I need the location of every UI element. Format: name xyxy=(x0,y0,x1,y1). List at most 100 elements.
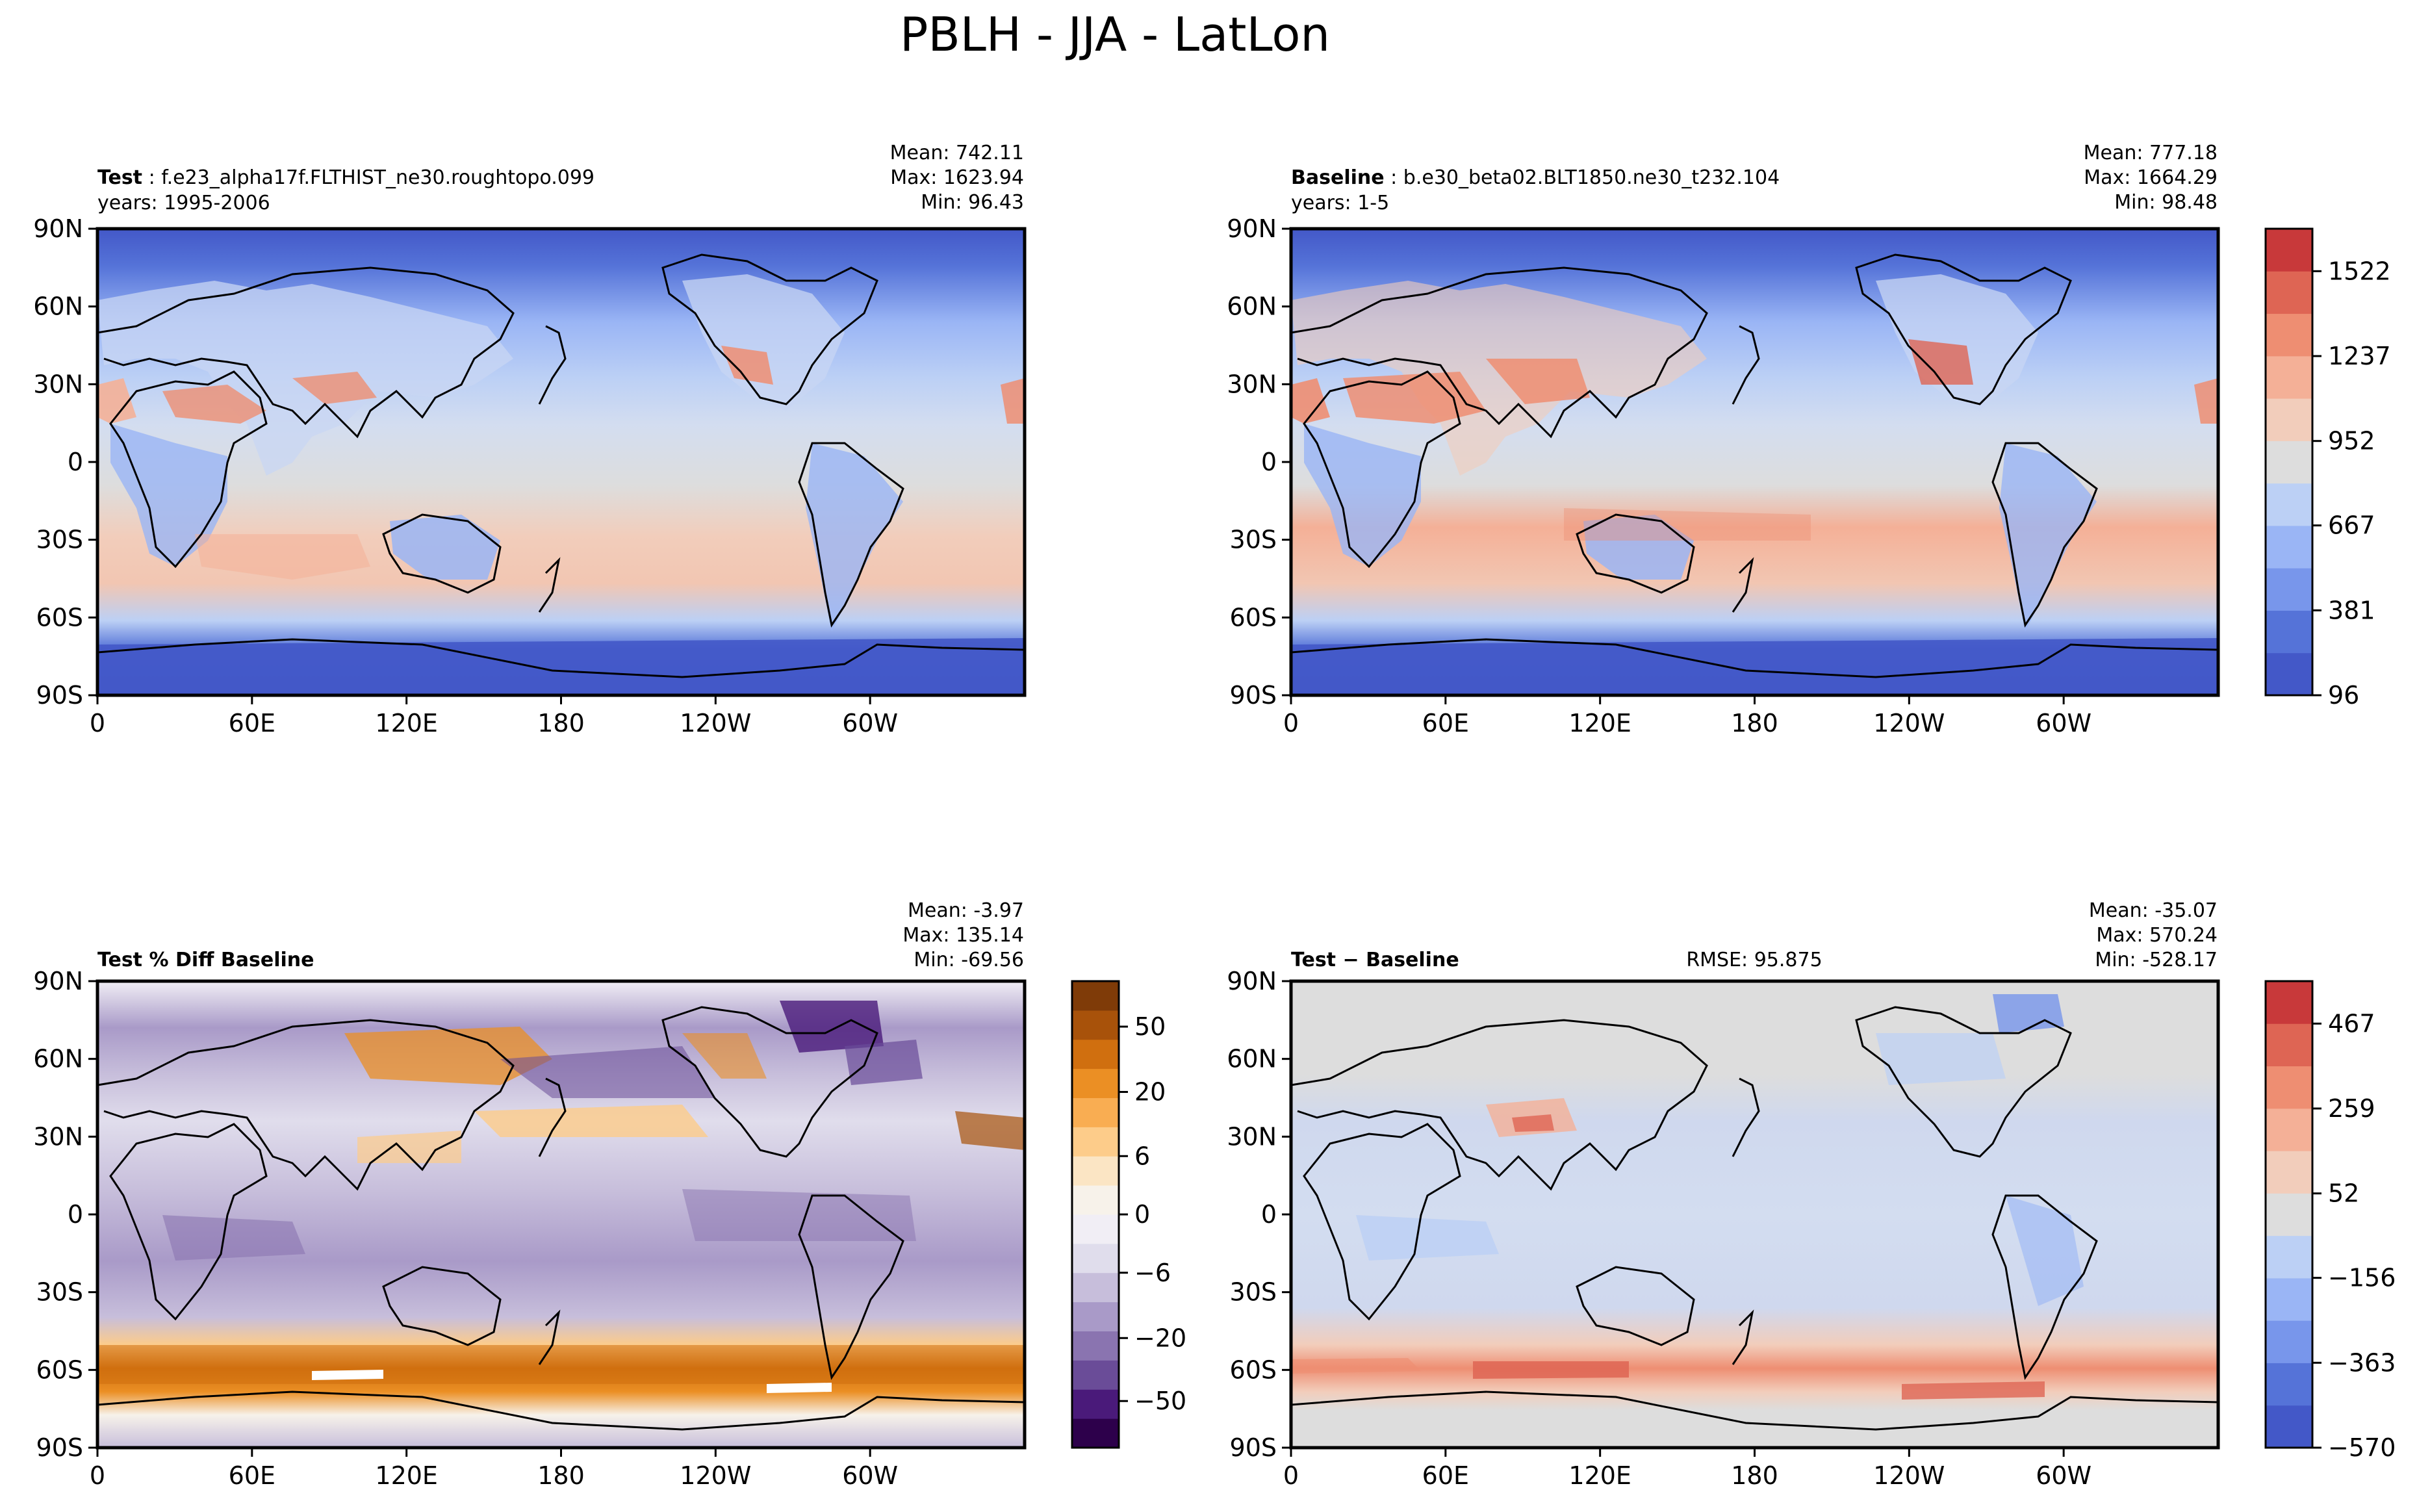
colorbar-tick-label: −156 xyxy=(2328,1264,2396,1292)
panel-pctdiff-label: Test % Diff Baseline xyxy=(97,949,314,971)
lon-tick-label: 0 xyxy=(1283,709,1299,737)
lat-tick-label: 60S xyxy=(36,1355,83,1384)
lon-tick-label: 0 xyxy=(90,1461,105,1490)
lat-tick-label: 90S xyxy=(1230,681,1277,710)
colorbar-tick-label: −363 xyxy=(2328,1348,2396,1377)
colorbar-segment xyxy=(2266,1235,2312,1279)
colorbar-tick-label: 1522 xyxy=(2328,257,2391,285)
colorbar-diff: 467 259 52 −156 −363 −570 xyxy=(2264,980,2396,1462)
colorbar-tick-label: 52 xyxy=(2328,1179,2359,1208)
lat-tick-label: 90N xyxy=(33,214,83,243)
panel-diff-label: Test − Baseline xyxy=(1291,949,1459,971)
lon-tick-label: 60E xyxy=(229,1461,275,1490)
panel-test-max: Max: 1623.94 xyxy=(890,166,1024,189)
colorbar-tick-label: 0 xyxy=(1134,1200,1150,1229)
colorbar-segment xyxy=(2266,981,2312,1024)
panel-test-years: years: 1995-2006 xyxy=(97,192,270,214)
panel-pctdiff-map xyxy=(96,979,1027,1450)
colorbar-segment xyxy=(2266,1193,2312,1237)
lat-tick-label: 30N xyxy=(1227,1122,1277,1151)
colorbar-segment xyxy=(2266,313,2312,357)
colorbar-tick-label: 259 xyxy=(2328,1094,2375,1123)
lon-tick-label: 120E xyxy=(1568,1461,1631,1490)
panel-test-mean: Mean: 742.11 xyxy=(890,142,1024,164)
lat-tick-label: 60N xyxy=(1227,1045,1277,1073)
colorbar-frame xyxy=(2264,980,2314,1449)
lon-tick-label: 0 xyxy=(90,709,105,737)
lon-tick-label: 120E xyxy=(375,1461,438,1490)
colorbar-tick-label: 96 xyxy=(2328,681,2359,710)
colorbar-tick-label: −570 xyxy=(2328,1433,2396,1462)
colorbar-segment xyxy=(2266,1363,2312,1406)
colorbar-segment xyxy=(2266,441,2312,484)
lat-tick-label: 90S xyxy=(36,681,83,710)
colorbar-pctdiff: 50 20 6 0 −6 −20 −50 xyxy=(1071,980,1186,1449)
colorbar-segment xyxy=(1072,1010,1119,1040)
lon-tick-label: 120W xyxy=(1873,709,1945,737)
panel-diff: Test − Baseline RMSE: 95.875 Mean: -35.0… xyxy=(1289,899,2220,1450)
colorbar-segment xyxy=(2266,398,2312,441)
lat-tick-label: 60N xyxy=(1227,292,1277,321)
colorbar-segment xyxy=(1072,1127,1119,1157)
lon-tick-label: 120W xyxy=(1873,1461,1945,1490)
panel-baseline-label: Baseline : b.e30_beta02.BLT1850.ne30_t23… xyxy=(1291,166,1780,189)
lat-tick-label: 60N xyxy=(33,1045,83,1073)
panel-pctdiff-mean: Mean: -3.97 xyxy=(908,899,1024,922)
lon-tick-label: 0 xyxy=(1283,1461,1299,1490)
lat-tick-label: 90N xyxy=(1227,214,1277,243)
colorbar-segment xyxy=(2266,610,2312,654)
panel-test-label: Test : f.e23_alpha17f.FLTHIST_ne30.rough… xyxy=(97,166,595,189)
colorbar-main: 1522 1237 952 667 381 96 xyxy=(2264,227,2391,710)
colorbar-tick-label: 467 xyxy=(2328,1009,2375,1038)
lat-tick-label: 0 xyxy=(68,448,83,476)
panel-test-map xyxy=(96,227,1027,697)
colorbar-tick-label: 50 xyxy=(1134,1012,1166,1041)
lon-tick-label: 60W xyxy=(842,709,898,737)
colorbar-segment xyxy=(2266,525,2312,569)
lat-tick-label: 30N xyxy=(33,1122,83,1151)
panel-diff-min: Min: -528.17 xyxy=(2095,949,2218,971)
lon-tick-label: 60W xyxy=(2036,1461,2091,1490)
colorbar-segment xyxy=(2266,652,2312,696)
lon-tick-label: 60E xyxy=(1422,709,1469,737)
panel-diff-mean: Mean: -35.07 xyxy=(2089,899,2218,922)
panel-baseline-years: years: 1-5 xyxy=(1291,192,1389,214)
lat-tick-label: 0 xyxy=(1261,1200,1277,1229)
colorbar-segment xyxy=(2266,1108,2312,1151)
lon-tick-label: 60E xyxy=(229,709,275,737)
colorbar-segment xyxy=(2266,1405,2312,1448)
colorbar-segment xyxy=(1072,1272,1119,1303)
colorbar-segment xyxy=(2266,1320,2312,1363)
lat-tick-label: 60S xyxy=(1230,603,1277,632)
colorbar-segment xyxy=(2266,1066,2312,1109)
lat-tick-label: 30N xyxy=(33,370,83,398)
lon-tick-label: 120W xyxy=(680,1461,751,1490)
lat-tick-label: 30N xyxy=(1227,370,1277,398)
colorbar-tick-label: 381 xyxy=(2328,596,2375,624)
lon-tick-label: 60W xyxy=(842,1461,898,1490)
lat-tick-label: 0 xyxy=(68,1200,83,1229)
colorbar-segment xyxy=(1072,1097,1119,1127)
lon-tick-label: 120E xyxy=(1568,709,1631,737)
colorbar-segment xyxy=(1072,1360,1119,1390)
lon-tick-label: 60E xyxy=(1422,1461,1469,1490)
colorbar-segment xyxy=(1072,1068,1119,1098)
colorbar-segment xyxy=(1072,1214,1119,1244)
lon-tick-label: 120E xyxy=(375,709,438,737)
lat-tick-label: 90N xyxy=(33,967,83,995)
colorbar-tick-label: 1237 xyxy=(2328,342,2391,370)
colorbar-segment xyxy=(1072,1331,1119,1361)
colorbar-tick-label: 20 xyxy=(1134,1078,1166,1107)
lat-tick-label: 30S xyxy=(36,1278,83,1307)
panel-baseline-map xyxy=(1289,227,2220,697)
lat-tick-label: 90S xyxy=(36,1433,83,1462)
colorbar-tick-label: −6 xyxy=(1134,1259,1171,1287)
colorbar-segment xyxy=(1072,1389,1119,1419)
lon-tick-label: 180 xyxy=(1731,709,1778,737)
colorbar-tick-label: 952 xyxy=(2328,427,2375,455)
colorbar-segment xyxy=(1072,1185,1119,1215)
colorbar-segment xyxy=(2266,1277,2312,1321)
lat-tick-label: 0 xyxy=(1261,448,1277,476)
panel-diff-map xyxy=(1289,979,2220,1450)
